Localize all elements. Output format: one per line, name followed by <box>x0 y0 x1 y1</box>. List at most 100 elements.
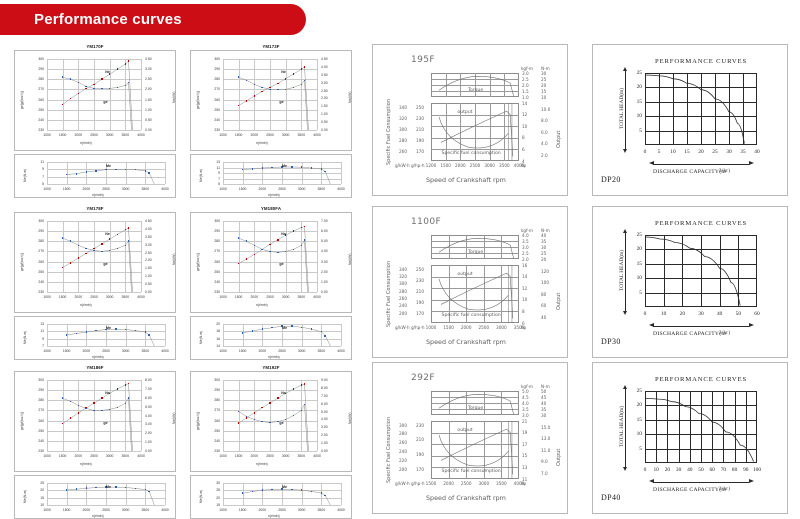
data-point <box>237 76 240 79</box>
y-axis-tick-label: 15 <box>636 260 642 267</box>
gridline <box>673 73 674 145</box>
y2-axis-tick-label: 0.00 <box>321 290 328 294</box>
y2-axis-tick-label: 2.00 <box>321 269 328 274</box>
data-point <box>148 334 151 336</box>
data-point <box>124 228 127 231</box>
y2-axis-tick-label: 7.00 <box>321 219 328 223</box>
data-point <box>253 244 256 247</box>
x-axis-unit-hp: hp <box>521 481 527 486</box>
x-axis-tick-label: 2500 <box>102 187 110 191</box>
torque-unit-left: kgf-m <box>521 66 533 71</box>
gridline <box>270 380 271 451</box>
gridline <box>238 59 240 130</box>
data-point <box>261 406 263 409</box>
engine-chart-cell: YM192F 300 290 280 270 260 250 240 230 9.00 8.00 7.… <box>190 365 352 519</box>
gridline <box>66 483 68 505</box>
sfc-tick-left: 300 <box>399 281 407 287</box>
gridline <box>125 483 127 505</box>
data-point <box>237 262 240 265</box>
x-axis-tick-label: 3500 <box>496 481 507 486</box>
engine-power-consumption-plot: 300 290 280 270 260 250 240 230 9.00 8.00 7.00 6.00… <box>190 371 352 472</box>
x-axis-tick-label: 1000 <box>43 187 51 191</box>
gridline <box>645 130 757 132</box>
pump-model-label: DP30 <box>601 337 621 346</box>
engine-power-consumption-plot: 300 290 280 270 260 250 240 230 8.00 7.00 6.00 5.00… <box>14 371 176 472</box>
torque-tick-left: 2.0 <box>522 82 529 88</box>
data-point <box>277 88 279 91</box>
y-axis-line <box>625 71 626 149</box>
x-axis-tick-label: 0 <box>643 467 647 473</box>
gridline <box>109 380 111 451</box>
output-tick-left: 12 <box>522 112 528 118</box>
series-label-torque: Me <box>282 164 287 169</box>
torque-tick-left: 5.0 <box>522 388 529 394</box>
gridline <box>719 235 721 307</box>
x-axis-unit-hp: hp <box>521 325 527 330</box>
output-tick-right: 100 <box>541 280 549 285</box>
gridline <box>47 184 165 185</box>
x-axis-unit: 3/hr) <box>719 487 731 492</box>
data-point <box>124 84 127 87</box>
gridline <box>285 221 287 292</box>
y2-axis-tick-label: 1.50 <box>145 97 152 102</box>
x-axis-tick-label: 2000 <box>258 349 267 353</box>
fuel-chart-cell: 195F 3.0 30 2.5 25 2.0 20 1.5 15 1.0 10 kgf-m N-m Tor… <box>372 44 568 196</box>
sfc-tick-left: 220 <box>399 457 407 463</box>
data-point <box>253 83 256 86</box>
pump-curve-graphics <box>644 398 754 462</box>
gridline <box>460 103 462 161</box>
x-axis-tick-label: 20 <box>698 149 704 155</box>
sfc-tick-left: 260 <box>399 440 407 446</box>
engine-power-consumption-plot: 300 290 280 270 260 250 240 230 3.50 3.00 2.50 2.00… <box>14 50 176 151</box>
y2-axis-tick-label: 4.00 <box>321 249 328 254</box>
sfc-tick-left: 320 <box>399 115 407 121</box>
axis-arrow-up-icon <box>622 67 627 71</box>
data-point <box>303 239 306 242</box>
series-label-torque: Me <box>282 485 287 490</box>
output-tick-left: 13 <box>522 464 528 470</box>
gridline <box>431 455 519 457</box>
x-axis-tick-label: 2000 <box>460 325 472 330</box>
torque-tick-left: 3.5 <box>522 406 529 412</box>
engine-power-consumption-plot: 300 290 280 270 260 250 240 230 4.50 4.00 3.50 3.00… <box>190 50 352 151</box>
x-axis-tick-label: 2000 <box>82 508 91 512</box>
y2-axis-tick-label: 4.50 <box>145 219 152 223</box>
x-axis-tick-label: 60 <box>754 311 760 317</box>
y2-axis-tick-label: 0.50 <box>145 117 152 122</box>
gridline <box>682 235 684 307</box>
pump-chart-title: PERFORMANCE CURVES <box>655 58 748 65</box>
y-axis-tick-label: 30 <box>216 481 220 485</box>
sfc-tick-left: 200 <box>399 466 407 472</box>
data-point <box>300 409 303 412</box>
data-point <box>69 262 72 264</box>
pump-chart-title: PERFORMANCE CURVES <box>655 220 748 227</box>
y-axis-tick-label: 11 <box>40 329 44 334</box>
fuel-curve-graphics <box>438 76 515 161</box>
data-point <box>300 489 303 491</box>
y-axis-tick-label: 280 <box>38 239 44 244</box>
x-axis-tick-label: 2500 <box>478 325 490 330</box>
series-label-torque: Me <box>106 326 111 331</box>
y-axis-tick-label: 14 <box>216 344 220 348</box>
output-series-label: output <box>457 271 473 277</box>
series-label-torque: Me <box>106 485 111 490</box>
x-axis-tick-label: 3000 <box>121 187 130 191</box>
output-tick-left: 16 <box>522 262 528 268</box>
y-axis-tick-label: 280 <box>38 77 44 82</box>
data-point <box>261 420 263 423</box>
data-point <box>277 397 279 399</box>
x-axis-tick-label: 2000 <box>82 187 91 191</box>
y-axis-tick-label: 20 <box>636 246 642 253</box>
data-point <box>261 489 264 491</box>
gridline <box>448 265 450 323</box>
x-axis-title: n(r/min) <box>256 303 268 307</box>
x-axis-tick-label: 2000 <box>250 454 259 458</box>
y-axis-tick-label: 260 <box>214 259 220 264</box>
output-tick-left: 8 <box>522 135 525 141</box>
y-axis-tick-label: 250 <box>38 269 44 274</box>
gridline <box>254 221 256 292</box>
pump-chart-title: PERFORMANCE CURVES <box>655 376 748 383</box>
torque-tick-right: 40 <box>541 232 547 238</box>
x-axis-tick-label: 2500 <box>102 508 110 512</box>
torque-tick-right: 15 <box>541 88 547 94</box>
